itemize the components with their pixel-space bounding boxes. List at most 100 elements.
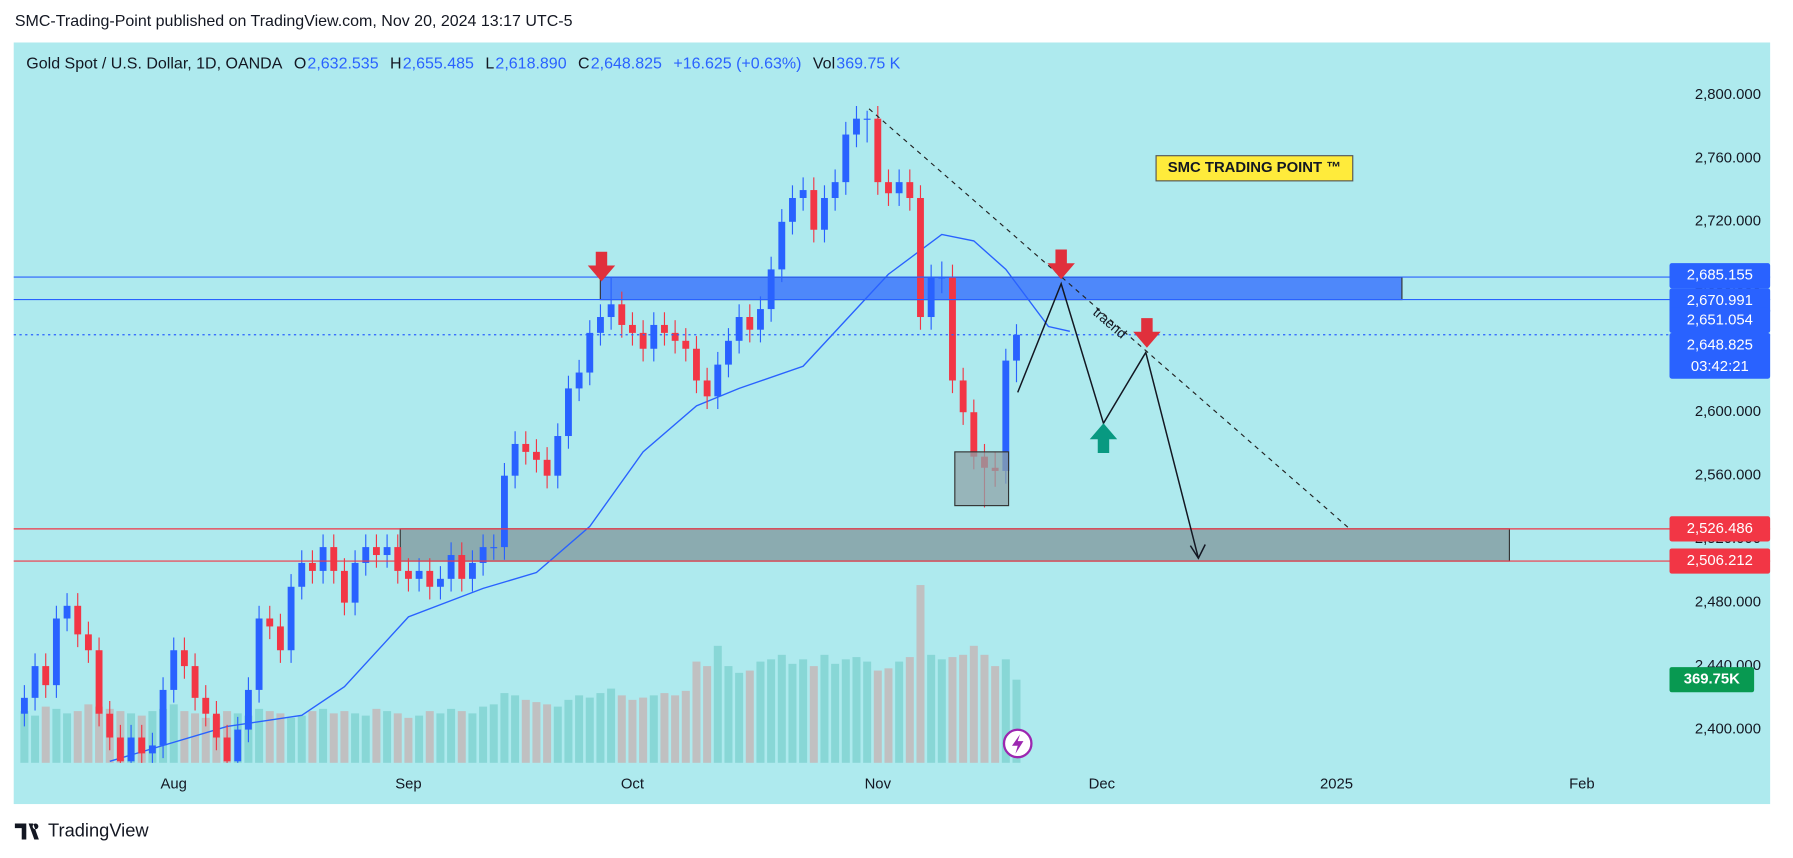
price-label-box — [1669, 307, 1771, 333]
candle-body — [202, 697, 210, 714]
price-label: 2,506.212 — [1687, 553, 1753, 569]
volume-bar — [905, 657, 914, 763]
candle-body — [522, 443, 530, 452]
price-label: 2,670.991 — [1687, 293, 1753, 309]
badge-box — [1155, 155, 1354, 182]
candle-body — [276, 626, 284, 651]
volume-bar — [617, 695, 626, 763]
plot-bg — [13, 42, 1771, 805]
volume-bar — [340, 711, 349, 763]
alert-icon[interactable] — [1002, 728, 1033, 759]
candle-body — [266, 618, 274, 627]
volume-bar — [191, 713, 200, 763]
up-arrow — [1089, 423, 1118, 454]
candle-body — [170, 650, 178, 690]
y-tick-label: 2,600.000 — [1695, 404, 1761, 420]
volume-bar — [95, 706, 104, 763]
candle-body — [106, 713, 114, 738]
price-label-box — [1669, 332, 1771, 379]
volume-bar — [991, 666, 1000, 763]
volume-bar — [831, 663, 840, 763]
candle-body — [885, 182, 892, 194]
price-label-box — [1669, 516, 1771, 542]
candle-body — [703, 380, 711, 397]
volume-bar — [31, 715, 40, 763]
candle-body — [735, 317, 743, 341]
down-arrow — [1133, 318, 1161, 348]
candle-body — [629, 324, 636, 333]
volume-bar — [820, 654, 829, 763]
candle-body — [853, 118, 860, 135]
price-label: 2,685.155 — [1687, 268, 1753, 284]
candle-body — [84, 634, 92, 651]
candle-body — [661, 324, 668, 333]
demand-box — [954, 451, 1010, 507]
price-label: 2,651.054 — [1687, 312, 1753, 328]
candle-body — [949, 277, 956, 381]
candle-body — [597, 317, 604, 333]
volume-bar — [788, 663, 797, 763]
volume-bar — [532, 702, 541, 763]
price-label-box — [1669, 288, 1771, 314]
volume-bar — [777, 654, 786, 763]
volume-bar — [361, 715, 370, 763]
volume-bar — [585, 697, 594, 763]
candle-body — [469, 562, 476, 579]
volume-bar — [564, 699, 573, 763]
moving-average — [109, 233, 1071, 762]
candle-body — [895, 182, 903, 194]
volume-bar — [660, 693, 669, 763]
volume-bar — [809, 666, 818, 763]
candle-body — [959, 380, 967, 413]
candle-body — [671, 332, 679, 341]
candle-body — [511, 443, 519, 476]
projection-arrowhead — [1189, 544, 1206, 560]
y-tick-label: 2,720.000 — [1695, 214, 1761, 230]
legend-title: Gold Spot / U.S. Dollar, 1D, OANDA — [26, 55, 282, 72]
x-tick-label: Oct — [621, 777, 645, 793]
volume-bar — [329, 713, 338, 763]
volume-bar — [969, 645, 978, 763]
badge: SMC TRADING POINT ™ — [1168, 160, 1341, 176]
candle-body — [362, 547, 370, 563]
volume-bar — [52, 708, 61, 763]
candle-body — [212, 713, 220, 738]
candle-body — [533, 451, 540, 460]
candle-body — [767, 269, 775, 310]
candle-body — [52, 618, 60, 686]
price-label-box — [1669, 263, 1771, 289]
volume-bar — [287, 717, 296, 763]
legend-key: L — [485, 55, 494, 72]
candle-body — [906, 182, 914, 199]
y-tick-label: 2,400.000 — [1695, 721, 1761, 737]
volume-bar — [479, 706, 488, 763]
candle-body — [191, 666, 199, 698]
candle-body — [682, 340, 690, 349]
candle-body — [340, 570, 348, 603]
candle-body — [458, 555, 466, 579]
candle-body — [650, 324, 658, 349]
candle-body — [938, 277, 946, 279]
candle-body — [874, 118, 882, 183]
candle-body — [31, 666, 39, 698]
volume-bar — [863, 661, 872, 763]
candle-body — [159, 689, 167, 746]
volume-bar — [735, 672, 744, 763]
candle-body — [394, 547, 402, 571]
volume-bar — [297, 715, 306, 763]
candle-body — [490, 547, 498, 549]
volume-bar — [703, 666, 712, 763]
volume-bar — [308, 711, 317, 763]
volume-bar — [73, 711, 82, 763]
candle-body — [757, 309, 764, 330]
countdown: 03:42:21 — [1691, 359, 1749, 375]
candle-body — [970, 412, 978, 457]
candle-body — [501, 475, 508, 548]
candle-body — [223, 737, 231, 762]
trend-line — [868, 108, 1350, 529]
volume-bar — [607, 688, 616, 763]
y-tick-label: 2,480.000 — [1695, 595, 1761, 611]
candle-body — [842, 134, 850, 183]
candle-body — [95, 650, 103, 714]
